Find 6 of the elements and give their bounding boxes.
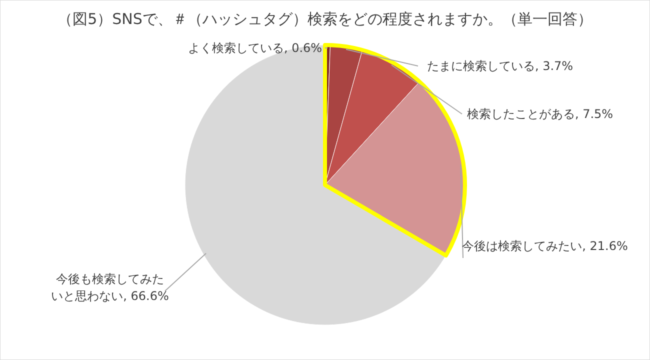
chart-title: （図5）SNSで、＃（ハッシュタグ）検索をどの程度されますか。（単一回答） (58, 10, 592, 28)
slice-label: たまに検索している, 3.7% (426, 59, 574, 73)
slice-label: よく検索している, 0.6% (188, 41, 322, 55)
slice-label: 今後も検索してみたいと思わない, 66.6% (51, 272, 169, 303)
slice-label: 今後は検索してみたい, 21.6% (462, 239, 628, 253)
slice-label: 検索したことがある, 7.5% (466, 107, 614, 121)
